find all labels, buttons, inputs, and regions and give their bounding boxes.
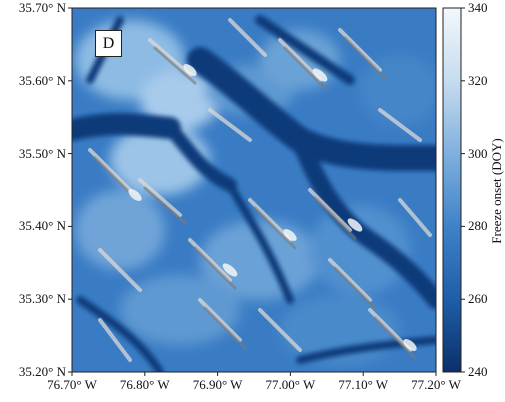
lon-tick-label: 77.20° W (411, 377, 461, 392)
colorbar-tick-label: 300 (468, 145, 488, 161)
lat-tick-label: 35.50° N (18, 145, 66, 161)
colorbar-tick-label: 340 (468, 0, 488, 15)
lat-tick-label: 35.60° N (18, 72, 66, 88)
colorbar-title: Freeze onset (DOY) (489, 138, 504, 244)
lon-tick-label: 76.70° W (47, 377, 97, 392)
lon-tick-label: 76.80° W (119, 377, 170, 392)
lat-tick-label: 35.20° N (18, 364, 66, 379)
colorbar-ticks (461, 7, 465, 373)
map-frame (71, 7, 437, 373)
colorbar-tick-label: 260 (468, 291, 488, 307)
lon-tick-label: 77.00° W (265, 377, 316, 392)
colorbar-tick-label: 280 (468, 218, 488, 234)
colorbar (442, 7, 462, 373)
colorbar-tick-label: 320 (468, 72, 488, 88)
lat-tick-label: 35.30° N (18, 291, 66, 307)
lat-tick-label: 35.70° N (18, 0, 66, 15)
lon-tick-label: 77.10° W (338, 377, 389, 392)
panel-label: D (95, 30, 122, 57)
lat-tick-label: 35.40° N (18, 218, 66, 234)
colorbar-tick-label: 240 (468, 364, 488, 379)
map-ticks (68, 7, 437, 376)
lon-tick-label: 76.90° W (192, 377, 243, 392)
freeze-onset-raster (72, 8, 436, 372)
